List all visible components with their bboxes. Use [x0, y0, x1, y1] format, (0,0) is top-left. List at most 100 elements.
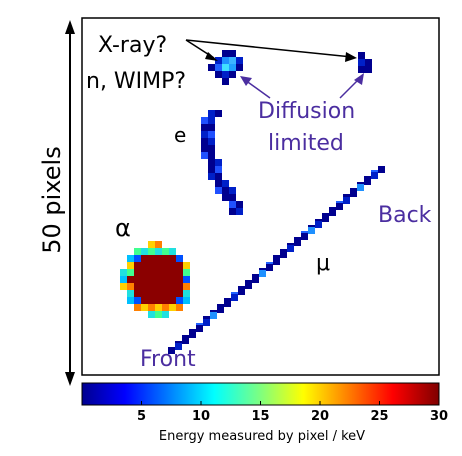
- pixel: [168, 347, 175, 354]
- pixel: [183, 276, 190, 283]
- diffusion-label: Diffusion: [258, 99, 355, 124]
- pixel: [162, 269, 169, 276]
- pixel: [169, 248, 176, 255]
- pixel: [215, 64, 222, 71]
- pixel: [208, 117, 215, 124]
- pixel: [215, 57, 222, 64]
- pixel: [176, 262, 183, 269]
- pixel: [127, 269, 134, 276]
- alpha-label: α: [115, 214, 131, 242]
- pixel: [134, 297, 141, 304]
- pixel: [229, 201, 236, 208]
- pixel: [176, 290, 183, 297]
- pixel: [162, 262, 169, 269]
- nwimp-label: n, WIMP?: [86, 69, 186, 94]
- pixel: [358, 66, 365, 73]
- pixel: [148, 241, 155, 248]
- pixel: [229, 194, 236, 201]
- pixel: [322, 215, 329, 222]
- pixel: [155, 248, 162, 255]
- pixel: [222, 57, 229, 64]
- colorbar-tick-label: 5: [137, 409, 146, 424]
- xray-cluster: [208, 50, 243, 85]
- arrowhead-left: [205, 52, 218, 61]
- pixel: [215, 159, 222, 166]
- pixel: [229, 208, 236, 215]
- pixel: [236, 201, 243, 208]
- pixel: [215, 71, 222, 78]
- colorbar-tick-label: 20: [311, 409, 329, 424]
- pixel: [169, 255, 176, 262]
- pixel: [162, 290, 169, 297]
- alpha-cluster: [120, 241, 190, 318]
- pixel: [201, 152, 208, 159]
- pixel: [120, 283, 127, 290]
- pixel: [176, 269, 183, 276]
- pixel: [134, 262, 141, 269]
- pixel: [183, 283, 190, 290]
- arrowhead-right: [345, 52, 357, 62]
- pixel: [148, 269, 155, 276]
- pixel: [229, 50, 236, 57]
- muon-track: [168, 166, 385, 354]
- pixel: [183, 290, 190, 297]
- pixel: [229, 57, 236, 64]
- pixel: [176, 255, 183, 262]
- pixel: [329, 209, 336, 216]
- scale-arrow: [65, 20, 75, 386]
- pixel: [141, 304, 148, 311]
- pixel: [238, 288, 245, 295]
- pixel: [208, 138, 215, 145]
- pixel: [155, 269, 162, 276]
- pixel: [162, 276, 169, 283]
- pixel: [215, 180, 222, 187]
- pixel: [371, 172, 378, 179]
- detector-frame: [81, 17, 440, 376]
- pixel: [182, 337, 189, 344]
- pixel: [169, 290, 176, 297]
- pixel: [222, 71, 229, 78]
- pixel: [201, 145, 208, 152]
- pixel: [155, 297, 162, 304]
- colorbar-tick-label: 10: [192, 409, 210, 424]
- pixel: [208, 152, 215, 159]
- pixel: [315, 221, 322, 228]
- pixel: [201, 124, 208, 131]
- pixel: [169, 283, 176, 290]
- pixel: [229, 187, 236, 194]
- pixel: [287, 245, 294, 252]
- pixel: [134, 269, 141, 276]
- pixel: [148, 304, 155, 311]
- pixel: [134, 283, 141, 290]
- pixel: [215, 173, 222, 180]
- pixel: [134, 290, 141, 297]
- pixel: [210, 312, 217, 319]
- pixel: [215, 187, 222, 194]
- pixel: [201, 138, 208, 145]
- pixel: [365, 59, 372, 66]
- pixel: [162, 304, 169, 311]
- pixel: [120, 269, 127, 276]
- pixel: [155, 241, 162, 248]
- pixel: [222, 78, 229, 85]
- muon-label: μ: [316, 251, 330, 276]
- pixel: [208, 124, 215, 131]
- pixel: [176, 276, 183, 283]
- pixel: [169, 269, 176, 276]
- pixel: [217, 306, 224, 313]
- pixel: [162, 255, 169, 262]
- pixel: [134, 248, 141, 255]
- pixel: [127, 255, 134, 262]
- pixel: [155, 304, 162, 311]
- diffusion-arrowhead-left: [240, 76, 252, 86]
- diffusion-arrowhead-right: [354, 73, 364, 85]
- pixel: [308, 227, 315, 234]
- pixel: [162, 283, 169, 290]
- pixel: [266, 264, 273, 271]
- pixel: [378, 166, 385, 173]
- pixel: [176, 297, 183, 304]
- pixel: [141, 262, 148, 269]
- pixel: [148, 276, 155, 283]
- back-label: Back: [378, 203, 432, 228]
